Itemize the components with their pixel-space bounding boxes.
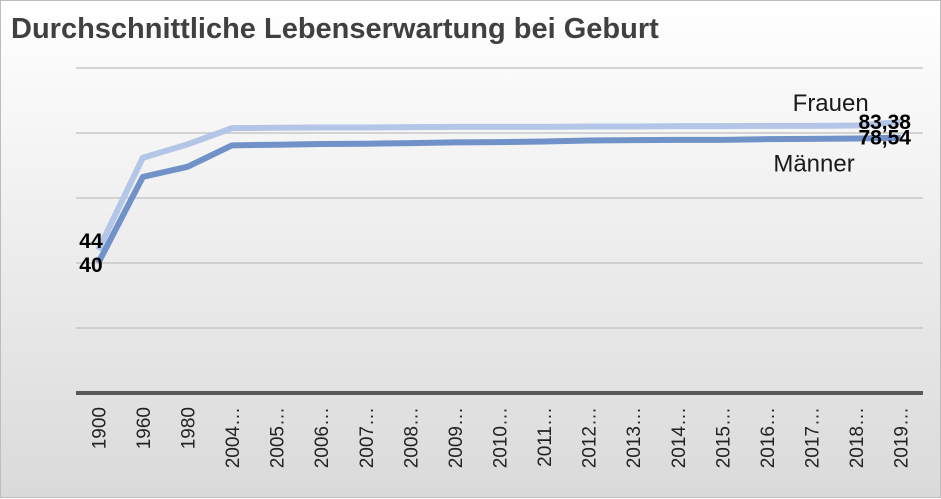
x-tick-label: 2008… [401,407,422,468]
x-tick-label: 2011… [535,407,556,467]
data-label: 78,54 [858,127,911,150]
x-tick-label: 2014… [669,407,690,468]
chart-title: Durchschnittliche Lebenserwartung bei Ge… [11,13,659,45]
x-tick-label: 2006… [312,407,333,468]
x-tick-label: 2019… [892,407,913,468]
x-tick-label: 2018… [847,407,868,468]
series-line-maenner [95,134,901,265]
x-tick-label: 1980 [178,407,199,449]
data-label: 83,38 [858,111,911,134]
x-tick-label: 2013… [624,407,645,468]
x-tick-label: 2005… [268,407,289,468]
x-tick-label: 2017… [803,407,824,468]
x-tick-label: 2016… [758,407,779,468]
x-tick-label: 2015… [713,407,734,468]
x-tick-label: 2010… [491,407,512,468]
x-tick-label: 2007… [357,407,378,468]
series-label-frauen: Frauen [793,90,869,117]
series-label-maenner: Männer [773,151,854,178]
x-tick-label: 1900 [89,407,110,449]
x-tick-label: 1960 [134,407,155,449]
data-label: 44 [79,230,103,253]
x-tick-label: 2004… [223,407,244,468]
series-line-frauen [95,119,901,252]
x-tick-label: 2009… [446,407,467,468]
data-label: 40 [79,254,102,277]
x-tick-label: 2012… [580,407,601,468]
